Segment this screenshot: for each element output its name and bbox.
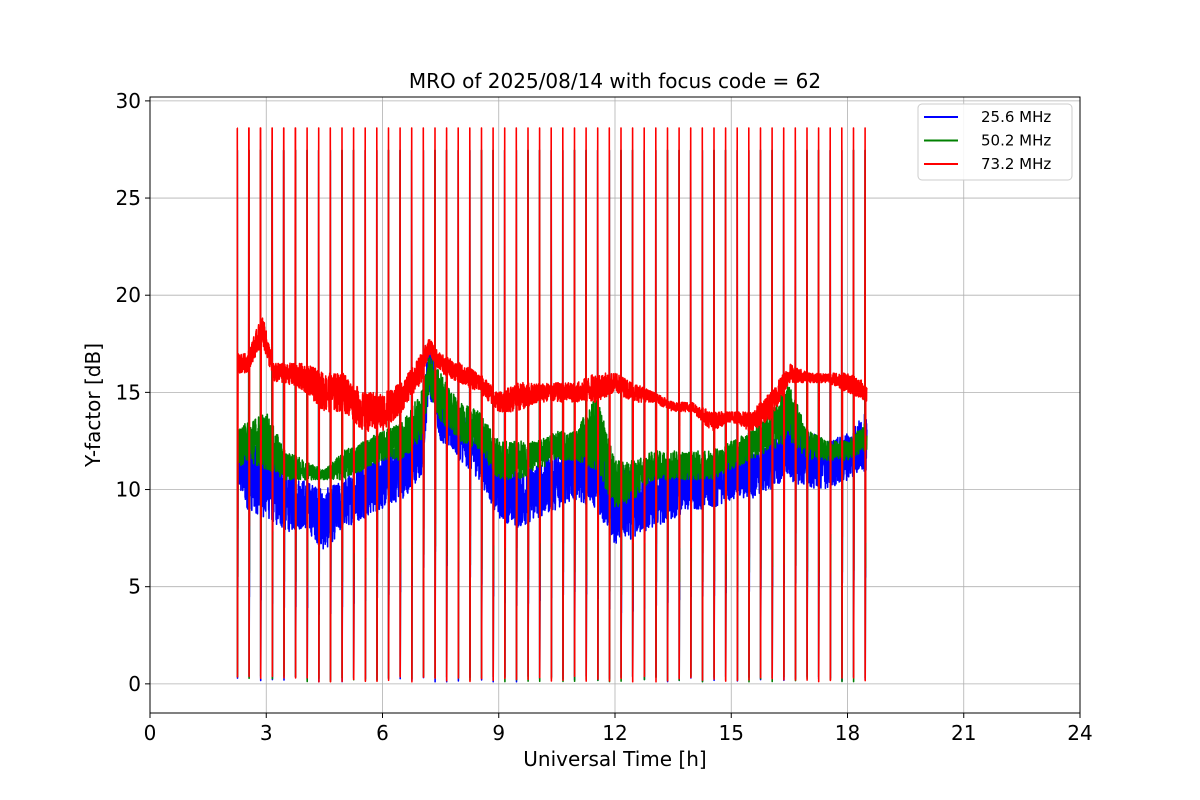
legend-entry: 25.6 MHz bbox=[981, 108, 1051, 126]
y-axis-label: Y-factor [dB] bbox=[81, 343, 105, 468]
x-tick-label: 6 bbox=[376, 721, 389, 745]
x-tick-label: 24 bbox=[1067, 721, 1092, 745]
y-tick-label: 0 bbox=[128, 672, 141, 696]
y-tick-label: 10 bbox=[116, 478, 141, 502]
x-axis-label: Universal Time [h] bbox=[523, 747, 706, 771]
y-tick-label: 25 bbox=[116, 186, 141, 210]
plot-area bbox=[236, 127, 868, 683]
x-tick-label: 21 bbox=[951, 721, 976, 745]
x-axis: 0 3 6 9 12 15 18 21 24 bbox=[144, 713, 1093, 745]
legend-entry: 73.2 MHz bbox=[981, 155, 1051, 173]
y-tick-label: 15 bbox=[116, 380, 141, 404]
series-line bbox=[236, 127, 868, 683]
legend: 25.6 MHz 50.2 MHz 73.2 MHz bbox=[917, 103, 1073, 181]
y-tick-label: 5 bbox=[128, 575, 141, 599]
x-tick-label: 0 bbox=[144, 721, 157, 745]
grid bbox=[149, 97, 1081, 713]
y-tick-label: 20 bbox=[116, 283, 141, 307]
y-tick-label: 30 bbox=[116, 89, 141, 113]
legend-box bbox=[917, 103, 1073, 181]
x-tick-label: 15 bbox=[719, 721, 744, 745]
x-tick-label: 12 bbox=[602, 721, 627, 745]
y-axis: 0 5 10 15 20 25 30 bbox=[116, 89, 150, 696]
chart-title: MRO of 2025/08/14 with focus code = 62 bbox=[409, 69, 821, 93]
x-tick-label: 18 bbox=[835, 721, 860, 745]
x-tick-label: 9 bbox=[492, 721, 505, 745]
legend-entry: 50.2 MHz bbox=[981, 132, 1051, 150]
x-tick-label: 3 bbox=[260, 721, 273, 745]
